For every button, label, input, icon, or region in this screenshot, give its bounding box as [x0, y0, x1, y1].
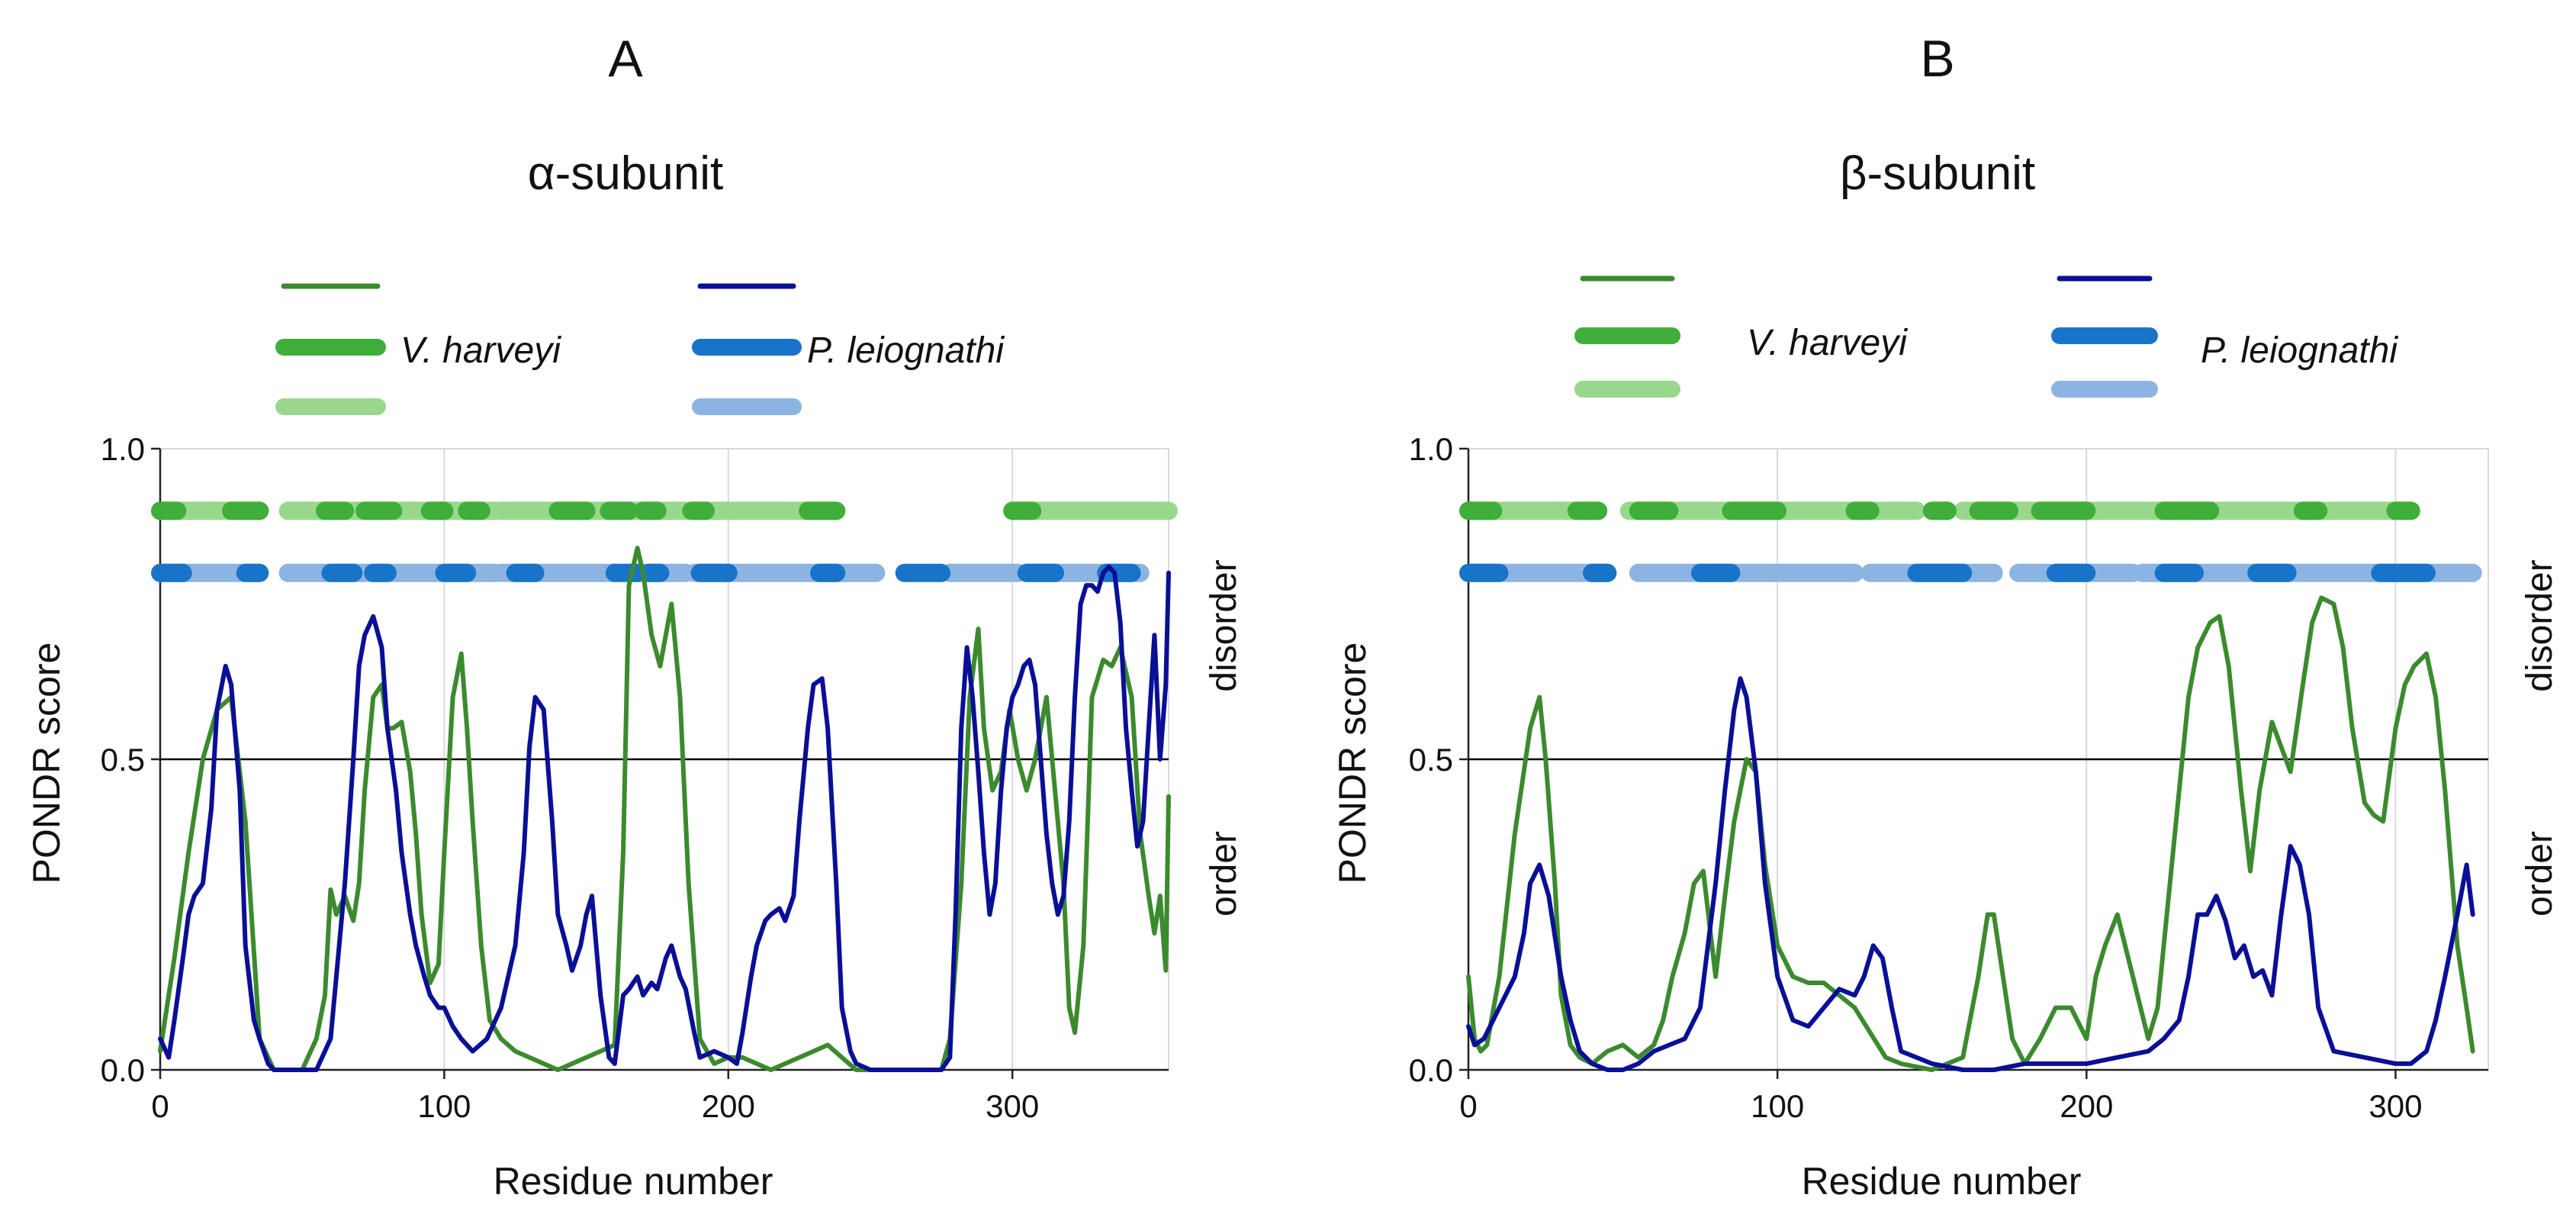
x-tick-label: 200: [702, 1088, 755, 1124]
panel-a-subtitle: α-subunit: [528, 147, 723, 200]
panel-b-ylabel: PONDR score: [1331, 643, 1374, 884]
x-tick-label: 300: [986, 1088, 1039, 1124]
panel-a-order-label: order: [1204, 831, 1244, 916]
x-tick-label: 300: [2369, 1088, 2422, 1124]
series-line-v-harveyi: [158, 546, 1171, 1072]
panel-b-letter: B: [1920, 30, 1954, 88]
panel-b-order-label: order: [2520, 831, 2560, 916]
panel-b-plot: 0.0 0.5 1.0 0 100 200 300: [1409, 431, 2489, 1124]
y-tick-label: 1.0: [1409, 431, 1453, 467]
y-tick-label: 0.0: [101, 1052, 145, 1088]
panel-a-plot: 0.0 0.5 1.0 0 100 200 300: [101, 431, 1178, 1124]
panel-a-disorder-label: disorder: [1204, 559, 1244, 691]
legend-vh-label: V. harveyi: [400, 330, 561, 371]
x-tick-label: 0: [1459, 1088, 1477, 1124]
x-tick-label: 0: [151, 1088, 169, 1124]
panel-b-legend: V. harveyi P. leiognathi: [1574, 275, 2398, 398]
x-tick-label: 100: [1751, 1088, 1804, 1124]
series-line-v-harveyi: [1466, 595, 2475, 1072]
panel-a-xlabel: Residue number: [494, 1160, 773, 1203]
series-line-p-leiognathi: [1466, 676, 2475, 1072]
panel-b-subtitle: β-subunit: [1840, 147, 2035, 200]
panel-b-xlabel: Residue number: [1802, 1160, 2082, 1203]
panel-b-disorder-label: disorder: [2520, 559, 2560, 691]
panel-a-ylabel: PONDR score: [25, 643, 68, 884]
y-tick-label: 1.0: [101, 431, 145, 467]
x-tick-label: 100: [417, 1088, 471, 1124]
y-tick-label: 0.5: [101, 742, 145, 778]
series-line-p-leiognathi: [158, 564, 1171, 1072]
legend-pl-label: P. leiognathi: [807, 330, 1005, 371]
legend-pl-label: P. leiognathi: [2201, 330, 2398, 371]
y-tick-label: 0.0: [1409, 1052, 1453, 1088]
panel-a: A α-subunit V. harveyi P. leiognathi 0.0…: [25, 30, 1244, 1203]
panel-a-letter: A: [608, 30, 643, 88]
y-tick-label: 0.5: [1409, 742, 1453, 778]
panel-a-legend: V. harveyi P. leiognathi: [275, 283, 1005, 415]
x-tick-label: 200: [2060, 1088, 2113, 1124]
panel-b: B β-subunit V. harveyi P. leiognathi 0.0…: [1331, 30, 2560, 1203]
legend-vh-label: V. harveyi: [1747, 323, 1908, 363]
